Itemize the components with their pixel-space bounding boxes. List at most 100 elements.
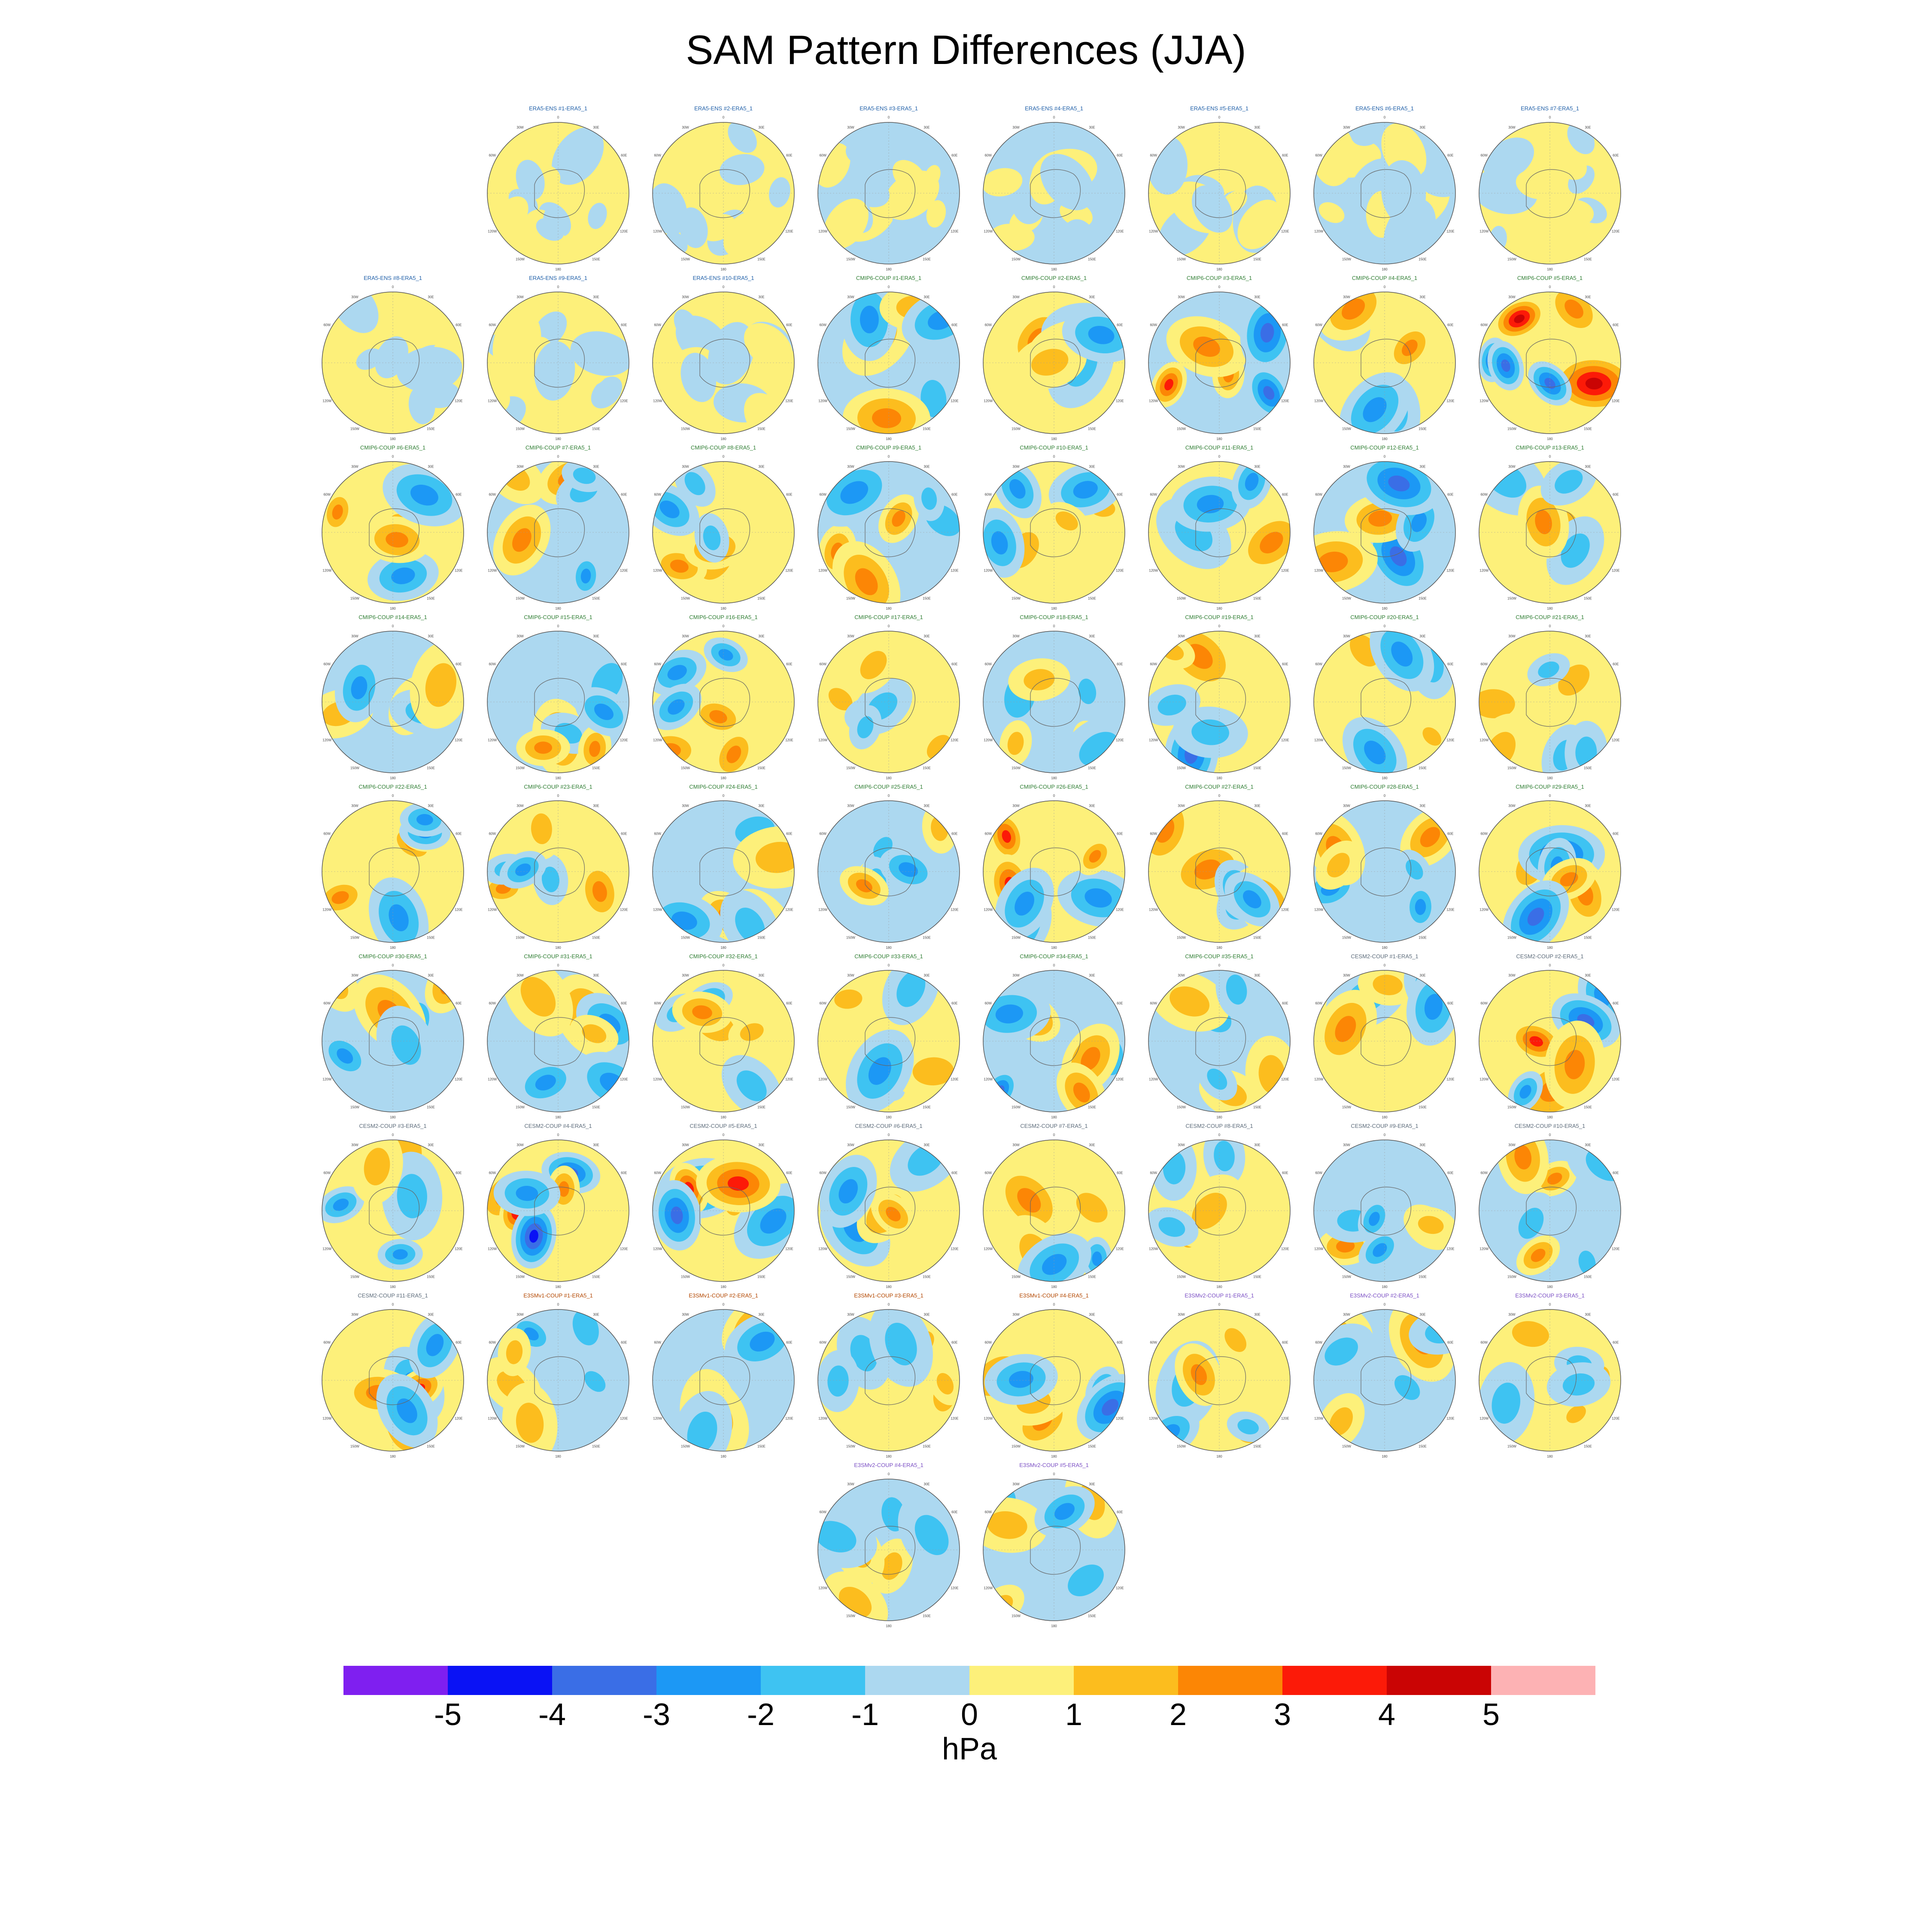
- coastline: [865, 508, 916, 557]
- field-contour: [1483, 137, 1534, 181]
- field-contour: [1335, 1016, 1356, 1042]
- map-lon-label: 150E: [1253, 936, 1261, 939]
- coastline: [865, 1187, 916, 1236]
- map-lon-label: 180: [390, 946, 396, 950]
- coastline: [369, 1187, 420, 1236]
- map-lon-label: 30W: [1178, 295, 1185, 299]
- map-lon-label: 30W: [682, 1313, 689, 1317]
- map-lon-label: 180: [1051, 1624, 1057, 1628]
- map-lon-label: 150E: [427, 1444, 435, 1448]
- map-boundary: [1148, 461, 1291, 604]
- map-lon-label: 30W: [1012, 126, 1020, 130]
- map-boundary: [487, 1309, 629, 1452]
- field-contour: [570, 331, 629, 376]
- coastline: [369, 1017, 420, 1066]
- field-contour: [671, 911, 697, 930]
- panel-title: ERA5-ENS #4-ERA5_1: [1025, 105, 1083, 112]
- map-lon-label: 60W: [323, 1002, 331, 1005]
- map-lon-label: 0: [557, 115, 559, 119]
- panel-title: CMIP6-COUP #12-ERA5_1: [1350, 444, 1419, 451]
- map-lon-label: 60E: [1282, 323, 1288, 327]
- map-lon-label: 30W: [1012, 1482, 1020, 1486]
- map-lon-label: 0: [1549, 963, 1551, 967]
- map-lon-label: 150E: [1253, 596, 1261, 600]
- map-lon-label: 30W: [1343, 974, 1350, 978]
- map-lon-label: 30E: [758, 295, 764, 299]
- panel-title: CESM2-COUP #7-ERA5_1: [1020, 1123, 1088, 1129]
- map-lon-label: 180: [886, 1115, 892, 1119]
- map-lon-label: 0: [392, 1303, 394, 1306]
- map-lon-label: 30W: [1343, 126, 1350, 130]
- field-contour: [594, 703, 614, 720]
- map-lon-label: 120E: [1446, 230, 1455, 234]
- field-contour: [531, 813, 552, 844]
- field-contour: [588, 203, 607, 229]
- map-lon-label: 0: [888, 285, 890, 289]
- map-lon-label: 60E: [456, 323, 462, 327]
- map-lon-label: 60E: [1447, 832, 1453, 836]
- field-contour: [692, 1005, 712, 1019]
- meridian: [487, 1309, 629, 1451]
- coastline: [1030, 848, 1081, 896]
- map-lon-label: 30E: [428, 974, 434, 978]
- map-lon-label: 30W: [516, 635, 524, 638]
- map-lon-label: 120W: [1149, 399, 1158, 403]
- map-lon-label: 150E: [757, 257, 766, 261]
- map-lon-label: 120E: [951, 1586, 959, 1590]
- map-lon-label: 60E: [951, 1171, 957, 1175]
- coastline: [1361, 1187, 1412, 1236]
- map-lon-label: 120E: [951, 230, 959, 234]
- map-lon-label: 60E: [951, 1002, 957, 1005]
- map-boundary: [652, 1139, 795, 1282]
- map-lon-label: 150W: [846, 257, 855, 261]
- map-lon-label: 60W: [984, 493, 992, 497]
- map-lon-label: 120W: [488, 399, 497, 403]
- map-lon-label: 60W: [819, 662, 826, 666]
- meridian: [818, 1309, 960, 1451]
- map-lon-label: 60E: [1282, 1002, 1288, 1005]
- map-lon-label: 30W: [1343, 1313, 1350, 1317]
- coastline: [1526, 508, 1577, 557]
- map-lon-label: 30E: [1585, 1313, 1591, 1317]
- field-contour: [1406, 860, 1423, 880]
- panel-title: E3SMv1-COUP #4-ERA5_1: [1019, 1292, 1089, 1299]
- map-lon-label: 60E: [1282, 1171, 1288, 1175]
- panel-title: E3SMv2-COUP #1-ERA5_1: [1185, 1292, 1254, 1299]
- panel-title: CMIP6-COUP #35-ERA5_1: [1185, 953, 1253, 960]
- field-contour: [999, 226, 1035, 251]
- map-lon-label: 120E: [1612, 1078, 1620, 1081]
- map-lon-label: 180: [720, 267, 726, 271]
- map-lon-label: 150W: [1507, 766, 1516, 770]
- panel-title: CMIP6-COUP #28-ERA5_1: [1350, 784, 1419, 790]
- map-boundary: [983, 292, 1125, 434]
- panel-title: CMIP6-COUP #4-ERA5_1: [1352, 275, 1417, 281]
- map-boundary: [1148, 1309, 1291, 1452]
- map-lon-label: 30E: [1585, 804, 1591, 808]
- field-contour: [1042, 1254, 1067, 1275]
- map-lon-label: 0: [1218, 624, 1221, 628]
- map-panel: CMIP6-COUP #18-ERA5_1 0 30E 60E 120E 150E 180 1…: [983, 614, 1125, 780]
- map-lon-label: 30W: [847, 295, 854, 299]
- map-panel: CMIP6-COUP #32-ERA5_1 0 30E 60E 120E 150E 180 1…: [652, 953, 795, 1119]
- map-panel: CMIP6-COUP #22-ERA5_1 0 30E 60E 120E 150E 180 1…: [322, 784, 464, 950]
- meridian: [653, 292, 794, 434]
- panel-title: CMIP6-COUP #16-ERA5_1: [689, 614, 757, 620]
- map-boundary: [487, 970, 629, 1112]
- coastline: [1361, 678, 1412, 727]
- map-lon-label: 150W: [350, 596, 359, 600]
- field-contour: [1237, 200, 1282, 249]
- field-contour: [1512, 1321, 1549, 1347]
- map-boundary: [1479, 631, 1621, 773]
- map-lon-label: 120E: [455, 738, 463, 742]
- panel-title: CMIP6-COUP #11-ERA5_1: [1185, 444, 1253, 451]
- meridian: [1148, 1309, 1290, 1451]
- map-lon-label: 150E: [1253, 427, 1261, 431]
- field-contour: [1084, 888, 1112, 908]
- map-lon-label: 180: [555, 946, 561, 950]
- map-lon-label: 180: [886, 267, 892, 271]
- map-lon-label: 60W: [819, 1002, 826, 1005]
- field-contour: [1368, 510, 1392, 527]
- map-lon-label: 60W: [1150, 1002, 1157, 1005]
- map-lon-label: 120W: [1149, 569, 1158, 573]
- map-lon-label: 150E: [1419, 1105, 1427, 1109]
